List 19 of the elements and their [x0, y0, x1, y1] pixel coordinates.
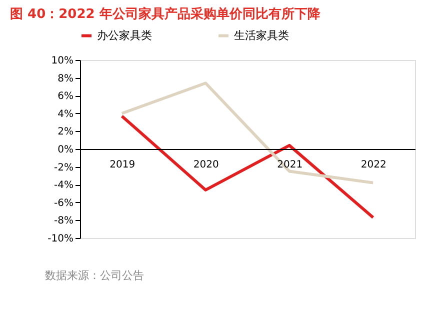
y-tick-label: 10% [51, 56, 74, 66]
x-tick-label: 2020 [193, 160, 219, 170]
source-note: 数据来源：公司公告 [45, 269, 144, 282]
y-tick-label: 6% [58, 91, 74, 102]
y-tick-label: -10% [48, 234, 74, 244]
y-tick-label: 8% [58, 73, 74, 84]
x-tick-label: 2019 [110, 160, 136, 170]
y-tick-label: 2% [58, 126, 74, 138]
legend-label: 生活家具类 [234, 28, 289, 42]
y-tick-label: -8% [54, 216, 74, 227]
y-tick-label: -4% [54, 180, 74, 192]
chart-title: 图 40：2022 年公司家具产品采购单价同比有所下降 [10, 6, 322, 22]
x-tick-label: 2022 [360, 160, 386, 170]
legend-label: 办公家具类 [97, 28, 152, 42]
y-tick-label: 4% [58, 108, 74, 120]
y-tick-label: -2% [54, 162, 74, 174]
y-tick-label: 0% [58, 144, 74, 156]
x-tick-label: 2021 [277, 160, 303, 170]
y-tick-label: -6% [54, 198, 74, 209]
